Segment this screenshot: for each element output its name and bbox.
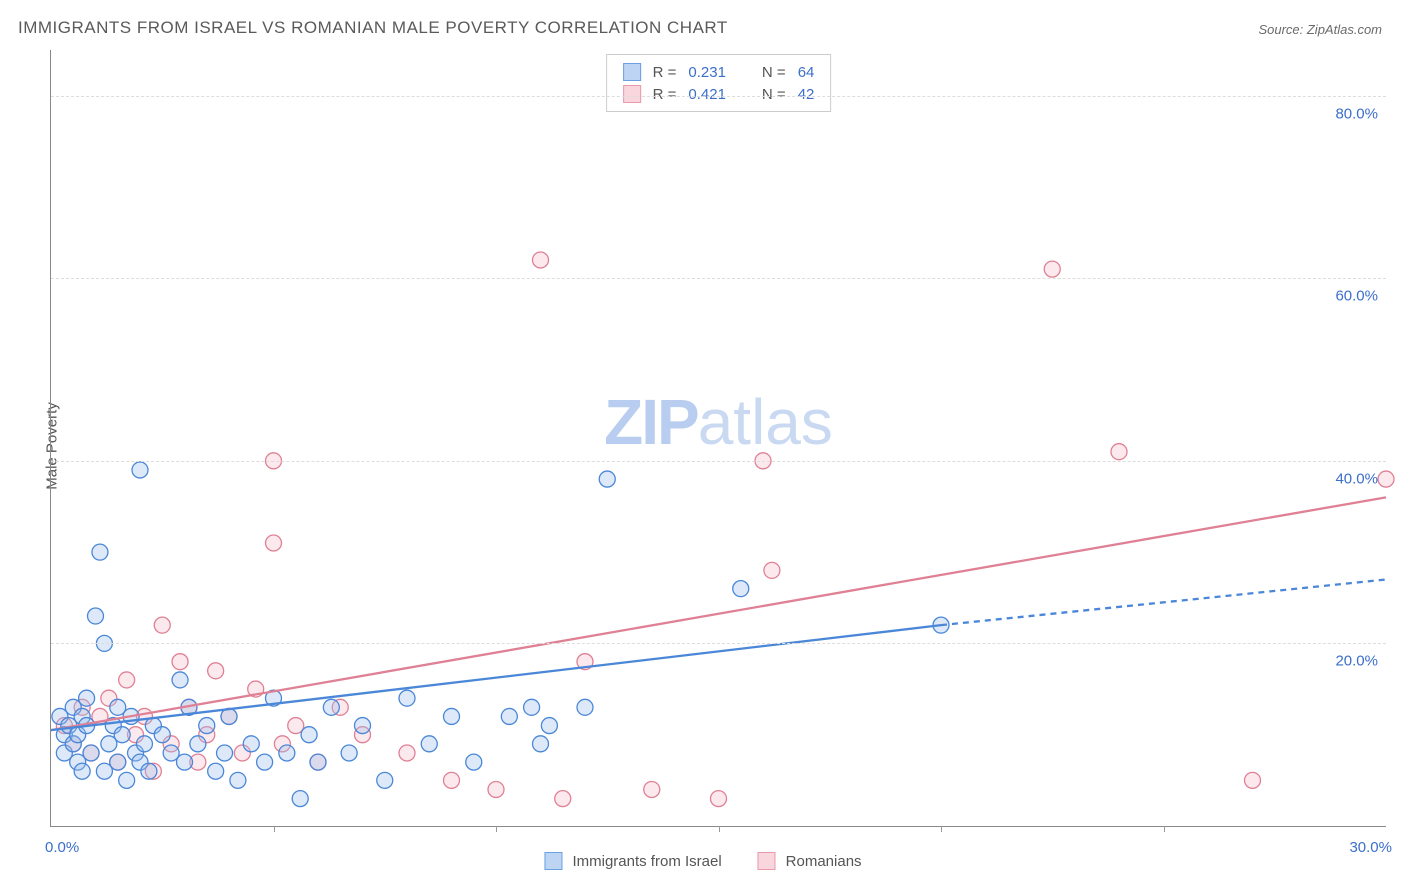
legend-row-romanian: R = 0.421 N = 42 [623, 83, 815, 105]
gridline [51, 461, 1386, 462]
scatter-svg [51, 50, 1386, 826]
y-tick-label: 20.0% [1335, 653, 1378, 670]
y-tick-label: 60.0% [1335, 288, 1378, 305]
chart-title: IMMIGRANTS FROM ISRAEL VS ROMANIAN MALE … [18, 18, 728, 38]
r-label: R = [653, 64, 677, 81]
source-attribution: Source: ZipAtlas.com [1258, 22, 1382, 37]
y-tick-label: 80.0% [1335, 105, 1378, 122]
x-tick-mark [1164, 826, 1165, 832]
r-value-romanian: 0.421 [688, 86, 726, 103]
legend-item-romanian: Romanians [758, 852, 862, 870]
x-tick-label: 30.0% [1349, 839, 1392, 856]
x-tick-mark [941, 826, 942, 832]
x-tick-label: 0.0% [45, 839, 79, 856]
x-tick-mark [496, 826, 497, 832]
gridline [51, 278, 1386, 279]
correlation-legend: R = 0.231 N = 64 R = 0.421 N = 42 [606, 54, 832, 112]
y-tick-label: 40.0% [1335, 470, 1378, 487]
legend-label-romanian: Romanians [786, 853, 862, 870]
swatch-israel-icon [623, 63, 641, 81]
legend-label-israel: Immigrants from Israel [572, 853, 721, 870]
n-label: N = [762, 64, 786, 81]
n-label: N = [762, 86, 786, 103]
x-tick-mark [719, 826, 720, 832]
legend-row-israel: R = 0.231 N = 64 [623, 61, 815, 83]
n-value-romanian: 42 [798, 86, 815, 103]
swatch-israel-icon [544, 852, 562, 870]
r-label: R = [653, 86, 677, 103]
x-tick-mark [274, 826, 275, 832]
series-legend: Immigrants from Israel Romanians [544, 852, 861, 870]
swatch-romanian-icon [758, 852, 776, 870]
gridline [51, 643, 1386, 644]
n-value-israel: 64 [798, 64, 815, 81]
legend-item-israel: Immigrants from Israel [544, 852, 721, 870]
chart-plot-area: ZIPatlas R = 0.231 N = 64 R = 0.421 N = … [50, 50, 1386, 827]
gridline [51, 96, 1386, 97]
r-value-israel: 0.231 [688, 64, 726, 81]
swatch-romanian-icon [623, 85, 641, 103]
